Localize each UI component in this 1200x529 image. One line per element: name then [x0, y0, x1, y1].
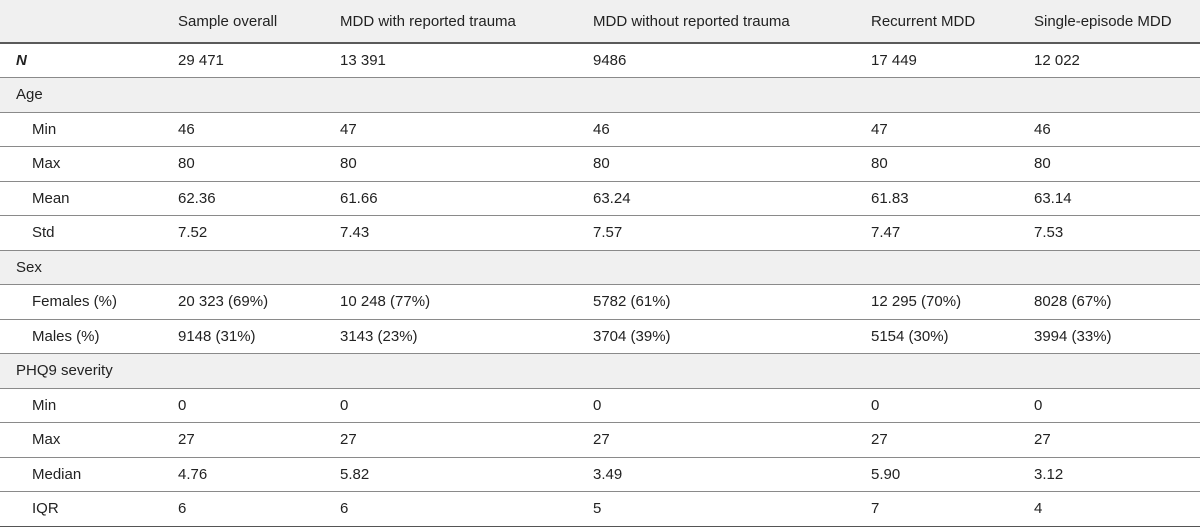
table-cell: 27	[340, 431, 357, 449]
table-cell: 9148 (31%)	[178, 327, 256, 345]
table-row: Females (%) 20 323 (69%) 10 248 (77%) 57…	[0, 285, 1200, 319]
table-cell: 3994 (33%)	[1034, 327, 1112, 345]
table-cell: 4	[1034, 500, 1043, 518]
table-cell: 80	[593, 155, 610, 173]
table-cell: 13 391	[340, 52, 386, 69]
table-row: Min 46 47 46 47 46	[0, 112, 1200, 147]
table-cell: 61.83	[871, 189, 909, 207]
table-cell: 63.14	[1034, 189, 1072, 207]
table-cell: 5.90	[871, 465, 901, 483]
table-cell: 4.76	[178, 465, 208, 483]
table-cell: 0	[340, 396, 349, 414]
column-header: MDD without reported trauma	[593, 12, 790, 30]
table-cell: 0	[1034, 396, 1043, 414]
table-cell: 5.82	[340, 465, 370, 483]
section-label: Age	[0, 77, 178, 112]
row-label: Females (%)	[32, 293, 118, 311]
row-label: Max	[32, 155, 61, 173]
table-cell: 62.36	[178, 189, 216, 207]
table-cell: 3704 (39%)	[593, 327, 671, 345]
table-cell: 47	[871, 120, 888, 138]
column-header: Recurrent MDD	[871, 12, 976, 30]
table-cell: 27	[1034, 431, 1051, 449]
table-cell: 46	[593, 120, 610, 138]
table-cell: 5782 (61%)	[593, 293, 671, 311]
section-row: Age	[0, 77, 1200, 112]
table-cell: 7.47	[871, 224, 901, 242]
table-cell: 47	[340, 120, 357, 138]
row-label: Min	[32, 396, 57, 414]
row-label: Males (%)	[32, 327, 100, 345]
table-cell: 80	[1034, 155, 1051, 173]
table-row: Std 7.52 7.43 7.57 7.47 7.53	[0, 216, 1200, 250]
table-cell: 3143 (23%)	[340, 327, 418, 345]
table-cell: 0	[178, 396, 187, 414]
table-cell: 27	[593, 431, 610, 449]
table-cell: 46	[178, 120, 195, 138]
column-header: Sample overall	[178, 12, 278, 30]
table-cell: 27	[871, 431, 888, 449]
section-row: Sex	[0, 250, 1200, 285]
table-cell: 80	[871, 155, 888, 173]
table-cell: 80	[340, 155, 357, 173]
table-cell: 80	[178, 155, 195, 173]
table-cell: 6	[178, 500, 187, 518]
table-cell: 0	[871, 396, 880, 414]
table-cell: 6	[340, 500, 349, 518]
table-cell: 46	[1034, 120, 1051, 138]
table-cell: 63.24	[593, 189, 631, 207]
row-label: Min	[32, 120, 57, 138]
table-row: Males (%) 9148 (31%) 3143 (23%) 3704 (39…	[0, 319, 1200, 354]
table-cell: 5	[593, 500, 602, 518]
table-cell: 0	[593, 396, 602, 414]
table-cell: 7.43	[340, 224, 370, 242]
table-cell: 12 022	[1034, 52, 1080, 69]
table-cell: 10 248 (77%)	[340, 293, 431, 311]
table-cell: 7	[871, 500, 880, 518]
table-cell: 27	[178, 431, 195, 449]
table-cell: 3.12	[1034, 465, 1064, 483]
table-row: Min 0 0 0 0 0	[0, 388, 1200, 423]
table-cell: 9486	[593, 52, 627, 69]
table-cell: 7.52	[178, 224, 208, 242]
table-cell: 61.66	[340, 189, 378, 207]
table-cell: 20 323 (69%)	[178, 293, 269, 311]
table-cell: 17 449	[871, 52, 917, 69]
section-label: Sex	[0, 250, 178, 285]
row-label: IQR	[32, 500, 59, 518]
table-cell: 7.53	[1034, 224, 1064, 242]
column-header: Single-episode MDD	[1034, 12, 1172, 30]
row-label: Std	[32, 224, 55, 242]
table-row: Mean 62.36 61.66 63.24 61.83 63.14	[0, 181, 1200, 216]
header-row: Sample overall MDD with reported trauma …	[0, 0, 1200, 43]
row-label: N	[16, 52, 27, 69]
row-label: Median	[32, 465, 82, 483]
table-row: IQR 6 6 5 7 4	[0, 492, 1200, 526]
table-row: Max 80 80 80 80 80	[0, 147, 1200, 181]
table-cell: 29 471	[178, 52, 224, 69]
table-row: N 29 471 13 391 9486 17 449 12 022	[0, 43, 1200, 78]
table-cell: 7.57	[593, 224, 623, 242]
table-cell: 12 295 (70%)	[871, 293, 962, 311]
table-cell: 8028 (67%)	[1034, 293, 1112, 311]
section-row: PHQ9 severity	[0, 353, 1200, 388]
column-header: MDD with reported trauma	[340, 12, 516, 30]
section-label: PHQ9 severity	[0, 353, 178, 388]
column-header	[0, 0, 178, 43]
row-label: Mean	[32, 189, 70, 207]
table-cell: 3.49	[593, 465, 623, 483]
table-row: Median 4.76 5.82 3.49 5.90 3.12	[0, 457, 1200, 492]
table-cell: 5154 (30%)	[871, 327, 949, 345]
row-label: Max	[32, 431, 61, 449]
table-row: Max 27 27 27 27 27	[0, 423, 1200, 457]
